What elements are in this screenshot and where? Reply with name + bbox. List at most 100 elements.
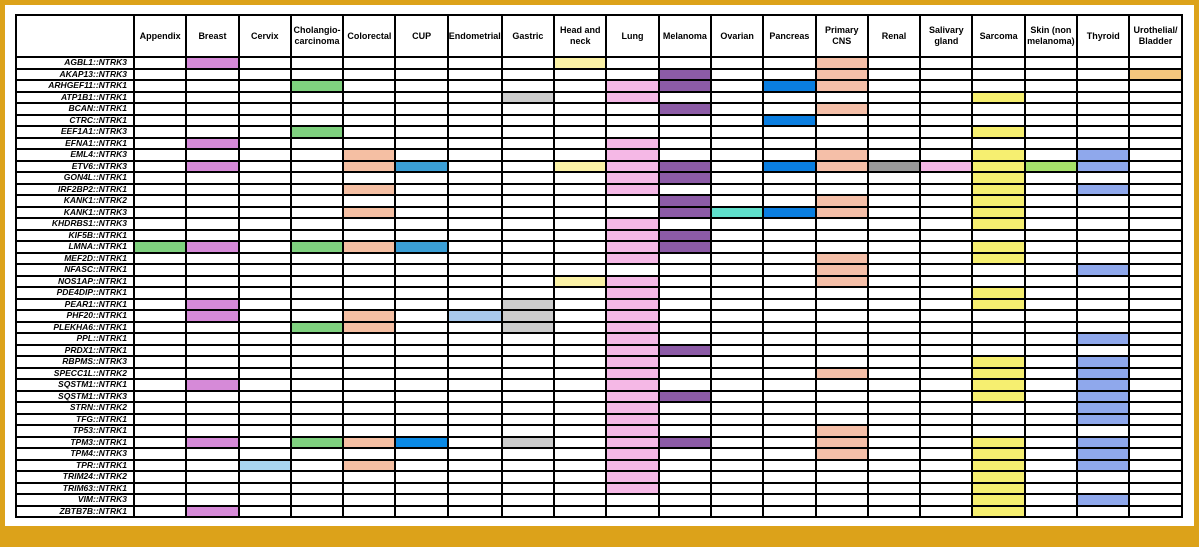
- heatmap-cell-filled: [971, 389, 1026, 403]
- heatmap-cell: [605, 493, 660, 507]
- table-row: SPECC1L::NTRK2: [15, 366, 1183, 380]
- heatmap-cell: [919, 424, 974, 438]
- heatmap-cell: [866, 194, 922, 208]
- heatmap-cell: [446, 148, 503, 162]
- heatmap-cell: [971, 113, 1026, 127]
- heatmap-cell: [446, 228, 503, 242]
- heatmap-cell: [709, 159, 765, 173]
- heatmap-cell: [394, 148, 449, 162]
- heatmap-cell-filled: [657, 240, 712, 254]
- column-header: Lung: [605, 14, 660, 58]
- heatmap-cell: [394, 125, 449, 139]
- heatmap-cell: [446, 481, 503, 495]
- heatmap-cell: [500, 378, 556, 392]
- heatmap-cell: [709, 355, 765, 369]
- heatmap-cell-filled: [605, 366, 660, 380]
- heatmap-cell: [1023, 401, 1079, 415]
- heatmap-cell: [446, 320, 503, 334]
- heatmap-cell: [1076, 90, 1131, 104]
- heatmap-cell: [762, 251, 817, 265]
- heatmap-cell: [446, 286, 503, 300]
- heatmap-cell: [132, 424, 188, 438]
- heatmap-cell: [237, 378, 292, 392]
- heatmap-cell: [1023, 309, 1079, 323]
- heatmap-cell: [814, 481, 869, 495]
- heatmap-cell: [762, 332, 817, 346]
- heatmap-cell-filled: [394, 435, 449, 449]
- column-header: Urothelial/ Bladder: [1128, 14, 1183, 58]
- heatmap-cell: [709, 194, 765, 208]
- heatmap-cell: [185, 481, 240, 495]
- heatmap-cell: [446, 182, 503, 196]
- heatmap-cell: [1023, 389, 1079, 403]
- heatmap-cell: [185, 171, 240, 185]
- heatmap-cell: [1128, 148, 1183, 162]
- heatmap-cell: [1076, 136, 1131, 150]
- heatmap-cell: [709, 389, 765, 403]
- heatmap-cell: [500, 355, 556, 369]
- heatmap-cell: [342, 343, 397, 357]
- heatmap-cell-filled: [971, 251, 1026, 265]
- row-label: AGBL1::NTRK3: [15, 56, 135, 70]
- heatmap-cell: [1128, 90, 1183, 104]
- heatmap-cell-filled: [605, 228, 660, 242]
- heatmap-cell: [342, 56, 397, 70]
- heatmap-cell: [237, 274, 292, 288]
- heatmap-cell: [394, 205, 449, 219]
- heatmap-cell: [132, 389, 188, 403]
- heatmap-cell: [657, 504, 712, 518]
- table-row: IRF2BP2::NTRK1: [15, 182, 1183, 196]
- heatmap-cell: [185, 320, 240, 334]
- heatmap-cell: [500, 447, 556, 461]
- heatmap-cell-filled: [342, 309, 397, 323]
- heatmap-cell-filled: [553, 56, 608, 70]
- row-label: MEF2D::NTRK1: [15, 251, 135, 265]
- heatmap-cell-filled: [971, 125, 1026, 139]
- row-label: STRN::NTRK2: [15, 401, 135, 415]
- heatmap-cell-filled: [971, 182, 1026, 196]
- heatmap-cell-filled: [1076, 378, 1131, 392]
- heatmap-cell: [342, 136, 397, 150]
- heatmap-cell: [289, 194, 345, 208]
- heatmap-cell: [553, 125, 608, 139]
- heatmap-cell: [500, 240, 556, 254]
- heatmap-cell-filled: [605, 424, 660, 438]
- heatmap-cell: [762, 481, 817, 495]
- heatmap-cell: [237, 366, 292, 380]
- heatmap-cell-filled: [605, 481, 660, 495]
- heatmap-cell-filled: [1076, 182, 1131, 196]
- heatmap-cell-filled: [971, 481, 1026, 495]
- heatmap-cell: [553, 389, 608, 403]
- heatmap-cell: [394, 297, 449, 311]
- heatmap-cell: [762, 102, 817, 116]
- figure-frame: Appendix Breast Cervix Cholangio-carcinoma C…: [5, 5, 1194, 526]
- heatmap-cell: [446, 297, 503, 311]
- heatmap-cell: [185, 148, 240, 162]
- heatmap-cell-filled: [814, 67, 869, 81]
- heatmap-cell: [132, 205, 188, 219]
- heatmap-cell: [553, 251, 608, 265]
- heatmap-cell-filled: [289, 240, 345, 254]
- heatmap-cell: [762, 56, 817, 70]
- table-row: VIM::NTRK3: [15, 493, 1183, 507]
- heatmap-cell: [132, 320, 188, 334]
- row-label: ZBTB7B::NTRK1: [15, 504, 135, 518]
- heatmap-cell: [971, 309, 1026, 323]
- row-label: ATP1B1::NTRK1: [15, 90, 135, 104]
- heatmap-cell: [762, 355, 817, 369]
- heatmap-cell: [709, 182, 765, 196]
- heatmap-cell: [866, 228, 922, 242]
- heatmap-cell: [342, 263, 397, 277]
- heatmap-cell: [1128, 378, 1183, 392]
- heatmap-cell: [132, 493, 188, 507]
- heatmap-cell: [342, 125, 397, 139]
- heatmap-cell: [1023, 136, 1079, 150]
- heatmap-cell: [657, 286, 712, 300]
- heatmap-cell: [762, 286, 817, 300]
- heatmap-cell: [394, 481, 449, 495]
- heatmap-cell: [500, 470, 556, 484]
- heatmap-cell-filled: [605, 297, 660, 311]
- heatmap-cell: [185, 447, 240, 461]
- heatmap-cell: [394, 251, 449, 265]
- heatmap-cell: [289, 136, 345, 150]
